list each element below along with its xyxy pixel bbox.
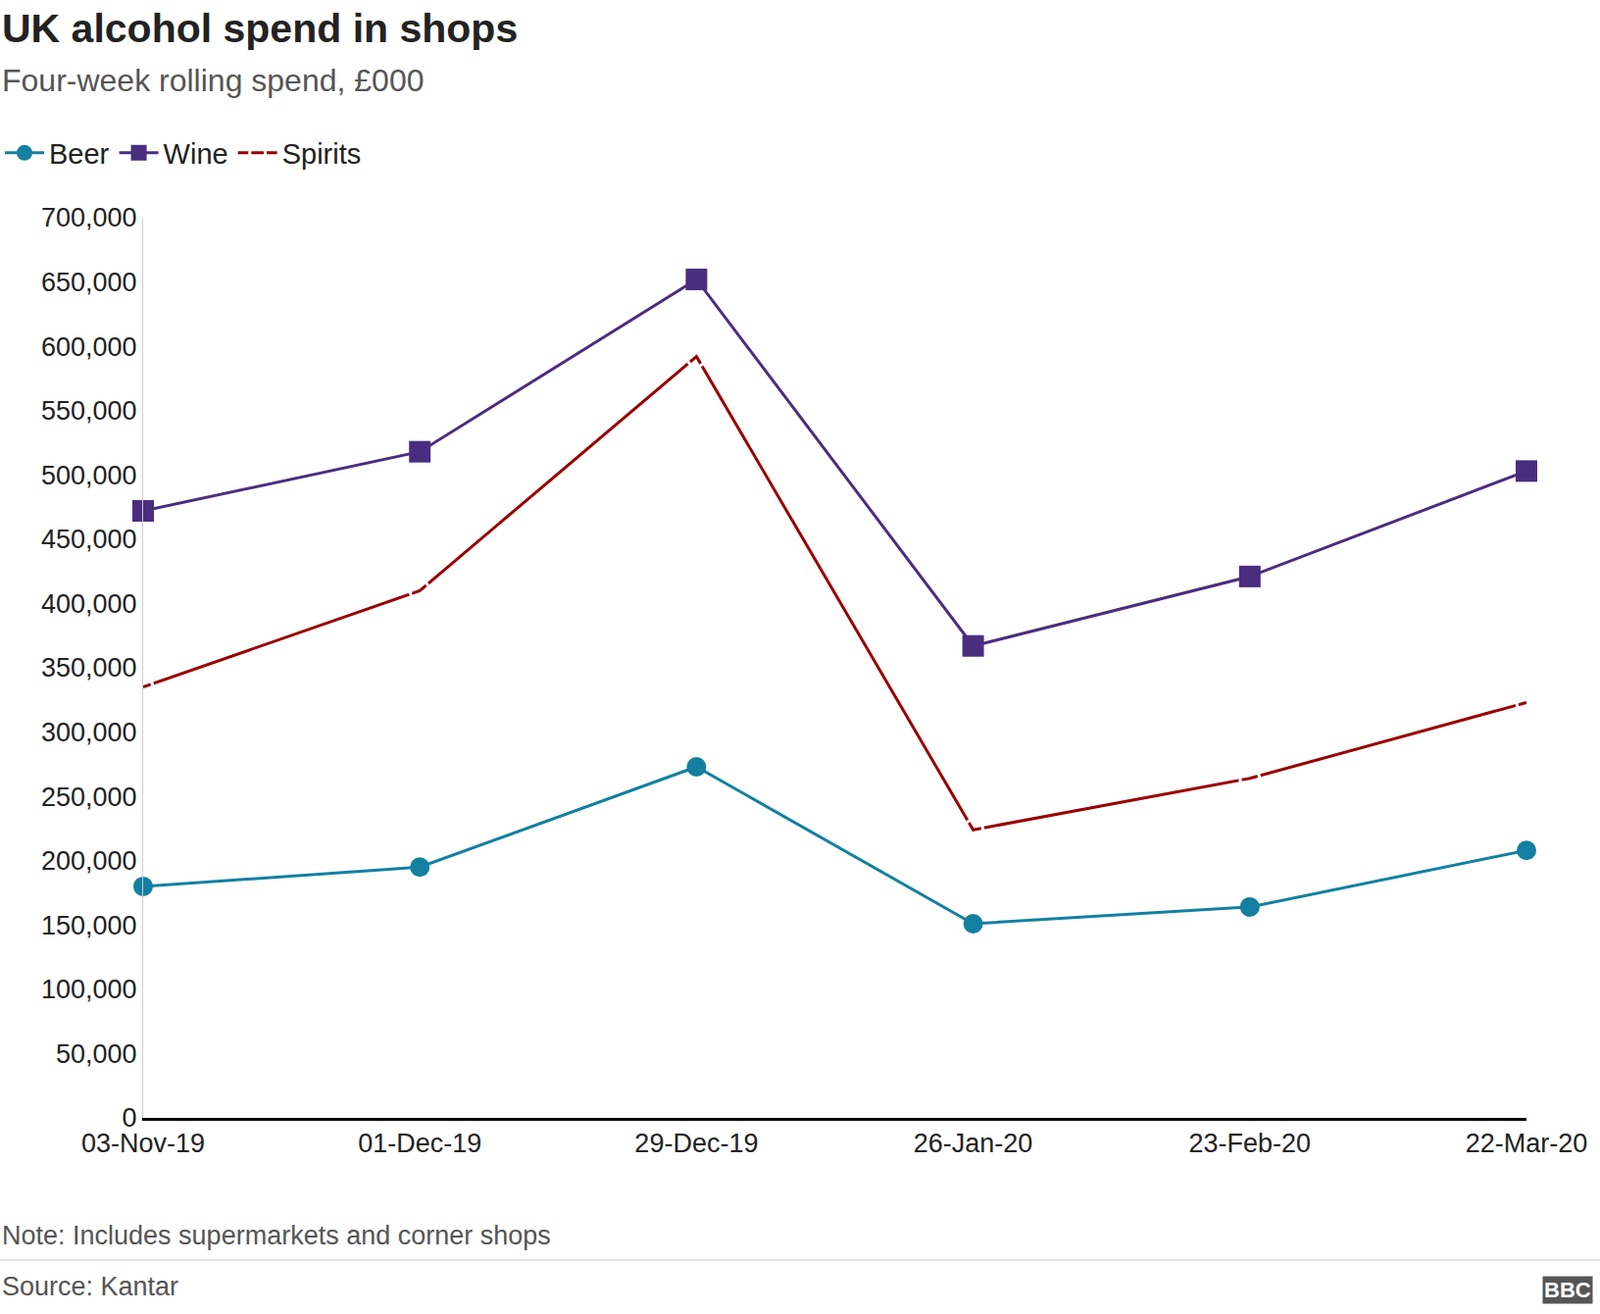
svg-text:Note: Includes supermarkets an: Note: Includes supermarkets and corner s… [1,1220,551,1250]
svg-text:300,000: 300,000 [41,717,138,748]
svg-text:400,000: 400,000 [41,589,138,619]
svg-text:UK alcohol spend in shops: UK alcohol spend in shops [1,5,518,51]
svg-text:Spirits: Spirits [282,138,362,170]
svg-text:BBC: BBC [1544,1277,1592,1302]
svg-text:Wine: Wine [163,138,229,170]
svg-text:700,000: 700,000 [41,202,138,233]
svg-text:0: 0 [122,1102,138,1133]
svg-text:01-Dec-19: 01-Dec-19 [357,1128,482,1158]
svg-text:650,000: 650,000 [41,267,138,298]
svg-text:100,000: 100,000 [41,974,138,1004]
svg-text:150,000: 150,000 [41,910,138,941]
svg-text:26-Jan-20: 26-Jan-20 [913,1128,1034,1158]
svg-text:50,000: 50,000 [55,1039,138,1069]
svg-text:350,000: 350,000 [41,652,138,683]
svg-text:600,000: 600,000 [41,332,138,362]
svg-text:29-Dec-19: 29-Dec-19 [634,1128,758,1158]
svg-text:Four-week rolling spend, £000: Four-week rolling spend, £000 [1,62,424,99]
svg-text:450,000: 450,000 [41,524,138,554]
svg-text:03-Nov-19: 03-Nov-19 [81,1128,205,1158]
svg-text:200,000: 200,000 [41,846,138,876]
svg-text:22-Mar-20: 22-Mar-20 [1465,1128,1589,1158]
svg-text:250,000: 250,000 [41,782,138,812]
svg-text:23-Feb-20: 23-Feb-20 [1189,1128,1312,1158]
svg-text:Beer: Beer [49,138,110,170]
svg-text:500,000: 500,000 [41,460,138,491]
svg-text:Source: Kantar: Source: Kantar [1,1271,179,1301]
svg-text:550,000: 550,000 [41,396,138,426]
